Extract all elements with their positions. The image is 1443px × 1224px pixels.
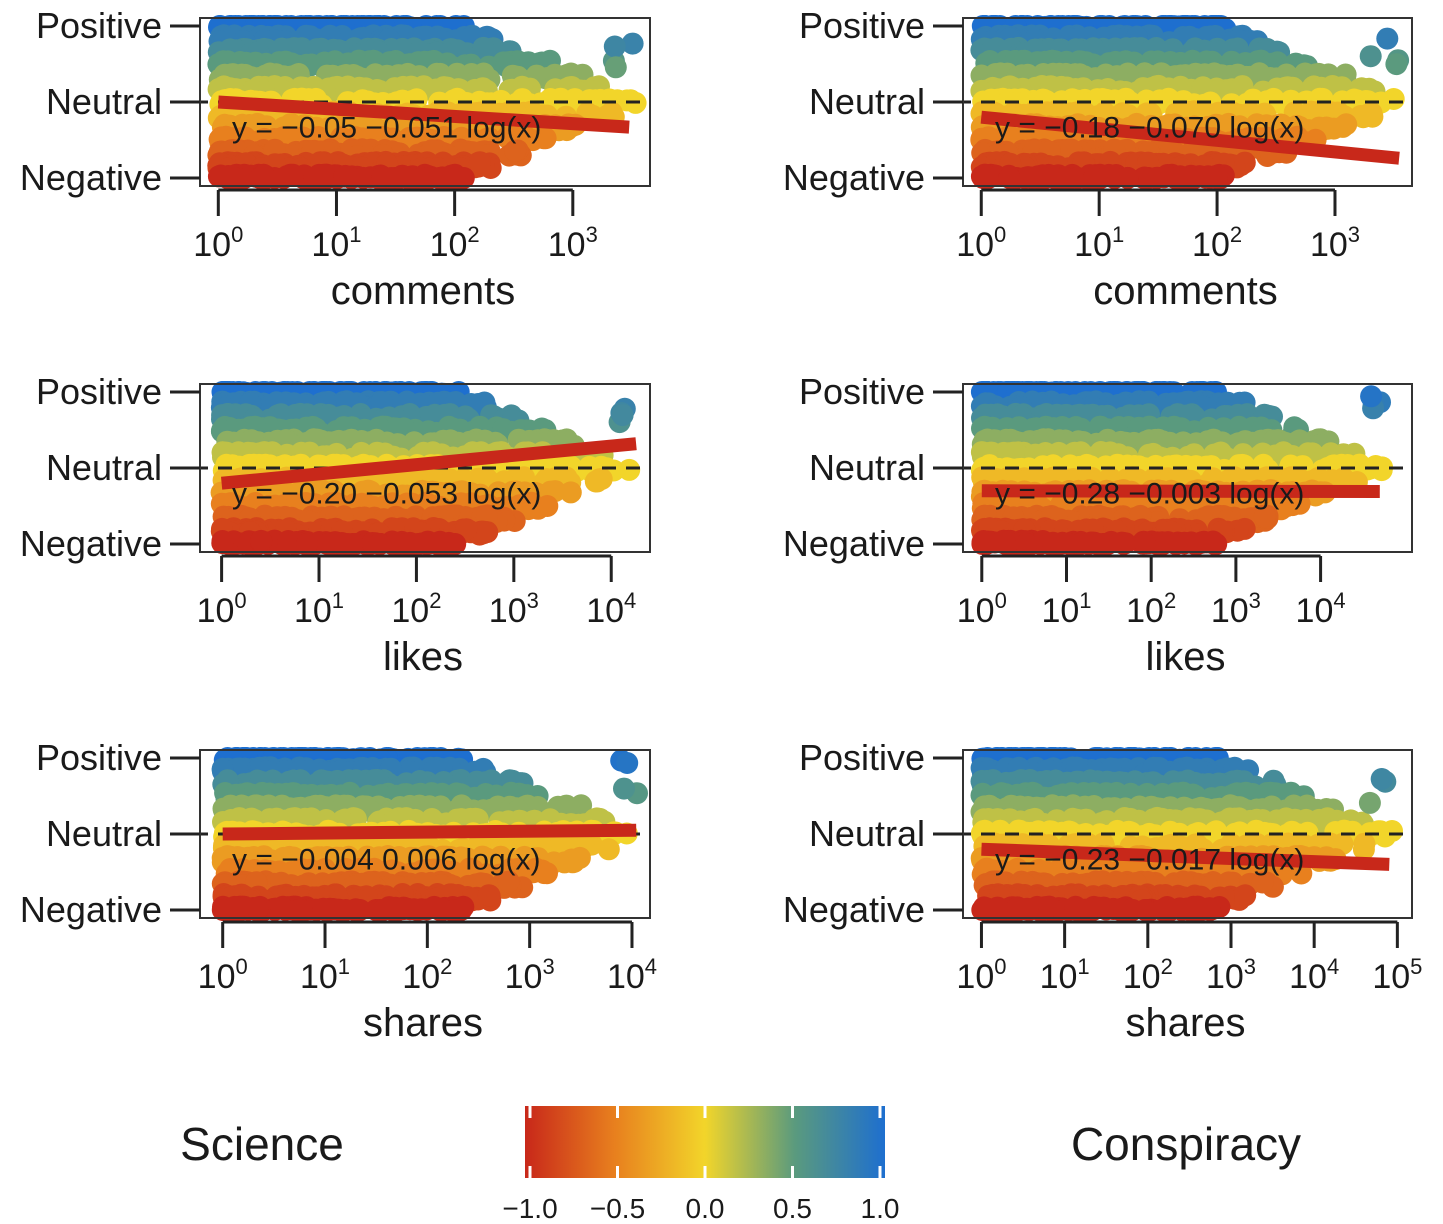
x-axis-label: likes (383, 635, 463, 679)
x-tick-label: 102 (430, 222, 480, 264)
x-tick-label: 100 (193, 222, 243, 264)
x-tick-label: 101 (294, 588, 344, 630)
y-tick-label: Positive (36, 5, 162, 46)
x-tick-label: 103 (489, 588, 539, 630)
x-tick-label: 101 (311, 222, 361, 264)
panel-comments-conspiracy: y = −0.18 −0.070 log(x) Positive Neutral Ne… (783, 5, 1413, 313)
data-point (311, 164, 334, 187)
data-point (604, 56, 627, 79)
x-tick-label: 102 (391, 588, 441, 630)
panel-likes-science: y = −0.20 −0.053 log(x) Positive Neutral Ne… (20, 371, 651, 679)
data-point (603, 35, 626, 58)
data-point (1376, 27, 1399, 50)
y-tick-label: Negative (20, 523, 162, 564)
data-point (611, 404, 634, 427)
y-tick-label: Positive (36, 371, 162, 412)
x-tick-label: 101 (1074, 222, 1124, 264)
y-tick-label: Neutral (46, 81, 162, 122)
data-point (1097, 163, 1120, 186)
data-point (1360, 102, 1383, 125)
data-point (504, 139, 527, 162)
data-point (619, 89, 642, 112)
x-tick-label: 100 (197, 588, 247, 630)
y-tick-label: Neutral (809, 81, 925, 122)
data-point (1335, 113, 1358, 136)
data-point (584, 470, 607, 493)
data-point (219, 165, 242, 188)
data-point (468, 151, 491, 174)
data-point (211, 530, 234, 552)
data-point (1385, 53, 1408, 76)
y-tick-label: Negative (783, 157, 925, 198)
x-tick-label: 104 (586, 588, 636, 630)
x-tick-label: 103 (548, 222, 598, 264)
panels: y = −0.05 −0.051 log(x) Positive Neutral Ne… (20, 5, 1422, 1045)
x-axis-label: comments (1093, 269, 1278, 313)
regression-equation: y = −0.18 −0.070 log(x) (995, 111, 1304, 144)
data-point (333, 165, 356, 188)
regression-equation: y = −0.05 −0.051 log(x) (232, 111, 541, 144)
regression-equation: y = −0.20 −0.053 log(x) (232, 477, 541, 510)
data-point (250, 529, 273, 552)
data-point (1359, 45, 1382, 68)
data-point (532, 127, 555, 150)
panel-likes-conspiracy: y = −0.28 −0.003 log(x)PositiveNeutralNe… (783, 371, 1413, 679)
y-tick-label: Neutral (46, 447, 162, 488)
y-tick-label: Positive (799, 5, 925, 46)
panel-comments-science: y = −0.05 −0.051 log(x) Positive Neutral Ne… (20, 5, 651, 313)
data-point (1203, 165, 1226, 188)
x-tick-label: 102 (1192, 222, 1242, 264)
x-tick-label: 100 (956, 222, 1006, 264)
x-axis-label: comments (331, 269, 516, 313)
y-tick-label: Negative (20, 157, 162, 198)
x-tick-label: 103 (1310, 222, 1360, 264)
